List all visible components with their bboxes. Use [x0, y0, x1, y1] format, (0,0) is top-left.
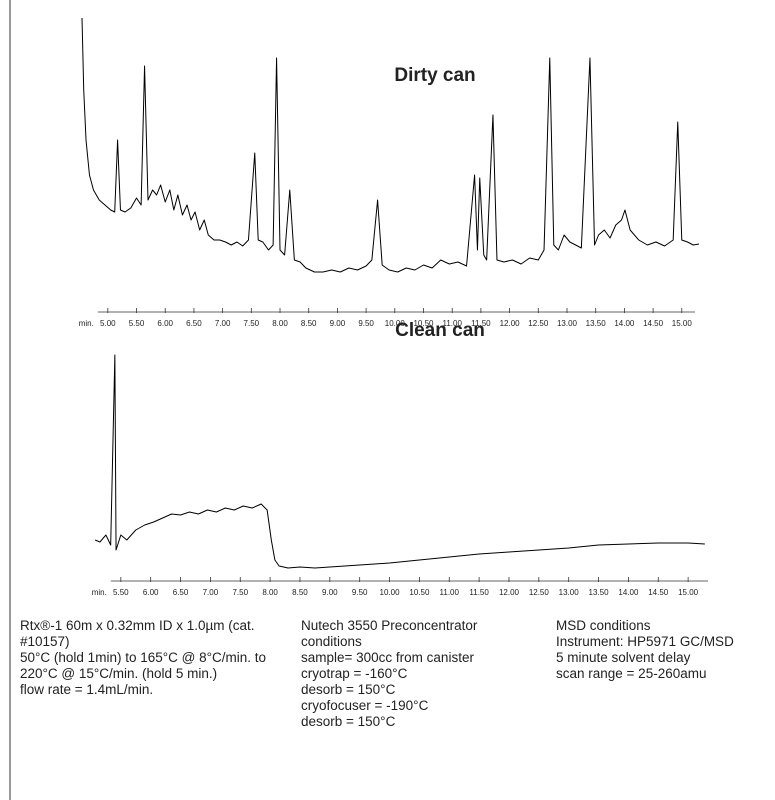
x-tick-label: 14.50 [648, 588, 669, 597]
x-tick-label: 10.50 [409, 588, 430, 597]
x-tick-label: 5.50 [113, 588, 129, 597]
x-axis-label: min. [92, 588, 107, 597]
x-tick-label: 9.50 [358, 319, 374, 328]
condition-line: sample= 300cc from canister [301, 650, 474, 665]
x-tick-label: 8.50 [292, 588, 308, 597]
condition-line: Nutech 3550 Preconcentrator conditions [301, 618, 478, 649]
x-tick-label: 12.00 [500, 319, 521, 328]
x-tick-label: 13.00 [557, 319, 578, 328]
x-tick-label: 11.00 [442, 319, 462, 328]
chart-title: Clean can [395, 320, 485, 341]
chart-title: Dirty can [394, 65, 475, 86]
x-tick-label: 11.00 [440, 588, 460, 597]
x-tick-label: 6.50 [173, 588, 189, 597]
x-tick-label: 10.00 [380, 588, 401, 597]
x-tick-label: 15.00 [678, 588, 699, 597]
condition-line: 5 minute solvent delay [556, 650, 691, 665]
trace [94, 354, 705, 569]
x-tick-label: 9.00 [330, 319, 346, 328]
condition-line: Instrument: HP5971 GC/MSD [556, 634, 734, 649]
x-tick-label: 10.50 [413, 319, 434, 328]
condition-line: Rtx®-1 60m x 0.32mm ID x 1.0µm (cat. #10… [20, 618, 255, 649]
x-axis-label: min. [79, 319, 94, 328]
x-tick-label: 9.50 [352, 588, 368, 597]
x-tick-label: 7.00 [203, 588, 219, 597]
condition-line: flow rate = 1.4mL/min. [20, 682, 154, 697]
x-tick-label: 15.00 [672, 319, 693, 328]
condition-line: scan range = 25-260amu [556, 666, 707, 681]
x-tick-label: 11.50 [469, 588, 489, 597]
x-tick-label: 9.00 [322, 588, 338, 597]
condition-line: cryofocuser = -190°C [301, 698, 429, 713]
x-tick-label: 5.00 [100, 319, 116, 328]
condition-line: desorb = 150°C [301, 714, 396, 729]
condition-line: desorb = 150°C [301, 682, 396, 697]
x-tick-label: 10.00 [385, 319, 406, 328]
x-tick-label: 7.50 [244, 319, 260, 328]
x-tick-label: 8.00 [272, 319, 288, 328]
condition-line: cryotrap = -160°C [301, 666, 408, 681]
x-tick-label: 12.00 [499, 588, 520, 597]
preconcentrator-conditions: Nutech 3550 Preconcentrator conditions sa… [301, 618, 533, 730]
x-tick-label: 14.00 [618, 588, 639, 597]
x-tick-label: 14.00 [614, 319, 635, 328]
msd-conditions: MSD conditions Instrument: HP5971 GC/MSD 5… [556, 618, 771, 682]
condition-line: MSD conditions [556, 618, 651, 633]
condition-line: 50°C (hold 1min) to 165°C @ 8°C/min. to … [20, 650, 266, 681]
x-tick-label: 11.50 [471, 319, 491, 328]
x-tick-label: 6.00 [157, 319, 173, 328]
x-tick-label: 14.50 [643, 319, 664, 328]
x-tick-label: 5.50 [129, 319, 145, 328]
x-tick-label: 6.00 [143, 588, 159, 597]
x-tick-label: 13.50 [589, 588, 610, 597]
x-tick-label: 6.50 [186, 319, 202, 328]
x-tick-label: 13.00 [559, 588, 580, 597]
x-tick-label: 13.50 [586, 319, 607, 328]
x-tick-label: 12.50 [528, 319, 549, 328]
x-tick-label: 7.50 [232, 588, 248, 597]
column-conditions: Rtx®-1 60m x 0.32mm ID x 1.0µm (cat. #10… [20, 618, 288, 698]
x-tick-label: 7.00 [215, 319, 231, 328]
x-tick-label: 8.50 [301, 319, 317, 328]
x-tick-label: 12.50 [529, 588, 550, 597]
x-tick-label: 8.00 [262, 588, 278, 597]
trace [81, 17, 700, 273]
